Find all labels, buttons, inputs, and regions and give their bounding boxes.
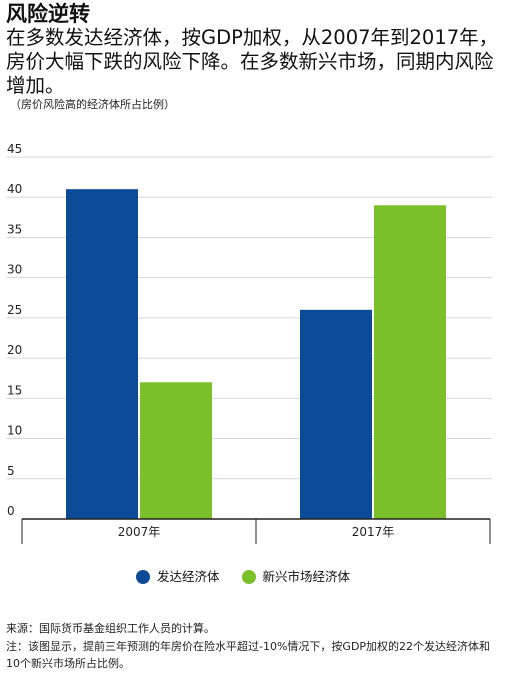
x-tick-label: 2007年 bbox=[118, 525, 161, 539]
y-tick-label: 45 bbox=[7, 142, 22, 156]
legend-swatch-developed bbox=[136, 570, 150, 584]
chart-title: 风险逆转 bbox=[6, 2, 90, 26]
legend-item-emerging: 新兴市场经济体 bbox=[241, 568, 351, 586]
chart-subtitle: 在多数发达经济体，按GDP加权，从2007年到2017年，房价大幅下跌的风险下降… bbox=[6, 26, 499, 97]
y-tick-label: 5 bbox=[7, 464, 15, 478]
y-tick-label: 0 bbox=[7, 504, 15, 518]
y-tick-label: 20 bbox=[7, 343, 22, 357]
footnote: 注：该图显示，提前三年预测的年房价在险水平超过-10%情况下，按GDP加权的22… bbox=[6, 640, 491, 670]
bar-emerging-0 bbox=[140, 382, 212, 519]
y-tick-label: 25 bbox=[7, 303, 22, 317]
y-tick-label: 35 bbox=[7, 222, 22, 236]
bar-chart: 0 5 10 15 20 25 30 35 40 45 2007年 2017年 bbox=[6, 142, 492, 544]
y-tick-label: 10 bbox=[7, 424, 22, 438]
legend-item-developed: 发达经济体 bbox=[136, 568, 220, 586]
y-tick-label: 15 bbox=[7, 383, 22, 397]
x-tick-label: 2017年 bbox=[352, 525, 395, 539]
legend-label-developed: 发达经济体 bbox=[157, 569, 220, 584]
legend-label-emerging: 新兴市场经济体 bbox=[262, 569, 351, 584]
y-tick-label: 30 bbox=[7, 263, 22, 277]
legend-swatch-emerging bbox=[241, 570, 256, 584]
y-tick-label: 40 bbox=[7, 182, 22, 196]
bar-emerging-1 bbox=[374, 205, 446, 519]
bar-developed-0 bbox=[66, 189, 138, 519]
source-note: 来源：国际货币基金组织工作人员的计算。 bbox=[6, 622, 215, 635]
bar-developed-1 bbox=[300, 309, 372, 519]
chart-note: （房价风险高的经济体所占比例） bbox=[10, 98, 175, 111]
legend: 发达经济体 新兴市场经济体 bbox=[136, 568, 368, 589]
